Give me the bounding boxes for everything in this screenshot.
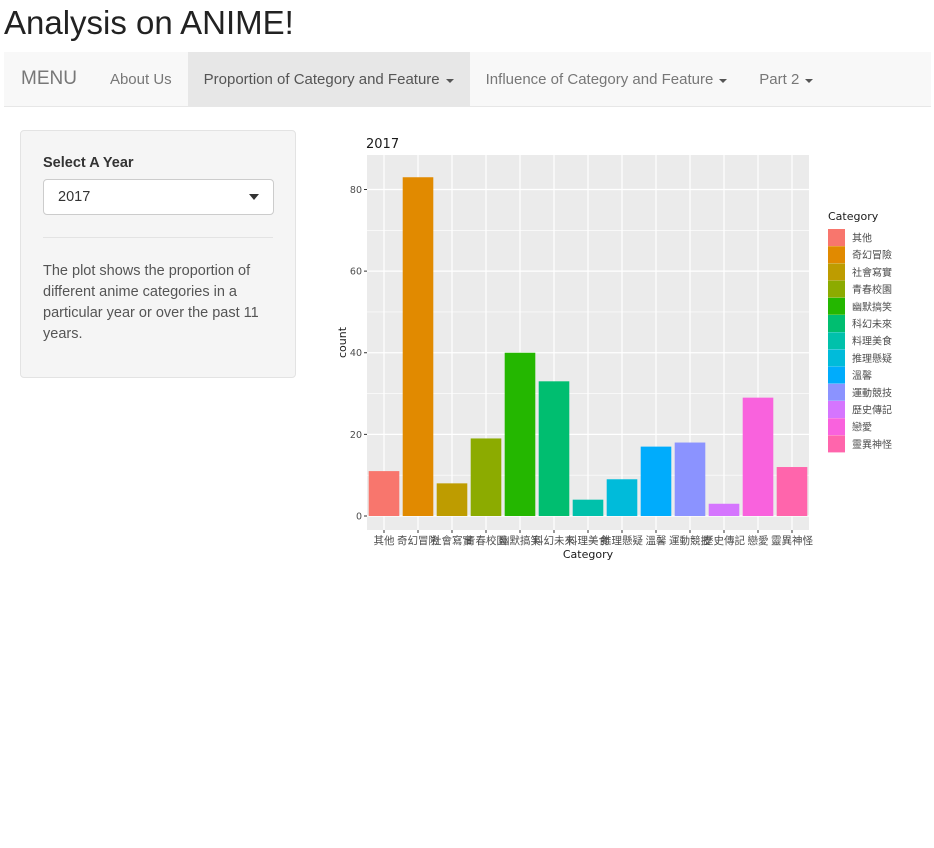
- nav-brand[interactable]: MENU: [21, 68, 77, 89]
- y-tick-label: 80: [350, 185, 362, 196]
- legend-swatch: [828, 349, 845, 367]
- bar: [504, 352, 536, 516]
- legend-swatch: [828, 315, 845, 332]
- app-title: Analysis on ANIME!: [4, 4, 294, 41]
- legend-swatch: [828, 297, 845, 315]
- x-tick-label: 社會寫實: [431, 534, 473, 547]
- legend-label: 青春校園: [852, 283, 892, 296]
- legend-label: 料理美食: [852, 335, 892, 348]
- nav-item-label: Proportion of Category and Feature: [203, 70, 440, 88]
- x-tick-label: 料理美食: [567, 534, 609, 547]
- legend-label: 溫馨: [852, 369, 872, 382]
- legend-label: 推理懸疑: [852, 352, 892, 365]
- legend-swatch: [828, 263, 845, 281]
- year-select-label: Select A Year: [43, 155, 134, 171]
- legend-swatch: [828, 435, 845, 453]
- divider: [43, 237, 273, 238]
- legend-swatch: [828, 383, 845, 401]
- legend-label: 社會寫實: [852, 266, 892, 279]
- legend-swatch: [828, 229, 845, 246]
- bar: [640, 446, 672, 516]
- bar: [708, 503, 740, 516]
- legend-swatch: [828, 280, 845, 298]
- navbar: MENU About Us Proportion of Category and…: [4, 52, 931, 107]
- bar: [742, 397, 774, 516]
- legend-swatch: [828, 366, 845, 384]
- legend-label: 戀愛: [852, 421, 872, 434]
- x-tick-label: 幽默搞笑: [499, 534, 541, 547]
- legend-label: 靈異神怪: [852, 438, 892, 451]
- legend-swatch: [828, 246, 845, 264]
- x-tick-label: 溫馨: [646, 534, 667, 547]
- x-tick-label: 戀愛: [748, 534, 769, 547]
- bar: [572, 499, 604, 516]
- bar: [606, 479, 638, 516]
- bar: [776, 467, 808, 516]
- y-tick-label: 60: [350, 267, 362, 278]
- nav-item-label: Influence of Category and Feature: [485, 70, 714, 88]
- sidebar-panel: Select A Year 2017 The plot shows the pr…: [20, 130, 296, 378]
- x-tick-label: 歷史傳記: [703, 534, 745, 547]
- bar: [538, 381, 570, 516]
- year-select[interactable]: 2017: [43, 179, 274, 215]
- caret-down-icon: [445, 78, 454, 83]
- legend-label: 奇幻冒險: [852, 249, 892, 262]
- y-tick-label: 0: [356, 512, 362, 523]
- legend-label: 科幻未來: [852, 318, 892, 331]
- chevron-down-icon: [249, 194, 259, 200]
- nav-item-label: About Us: [109, 70, 172, 88]
- year-select-value: 2017: [58, 189, 91, 205]
- x-tick-label: 其他: [374, 534, 395, 547]
- legend-label: 運動競技: [852, 386, 892, 399]
- nav-item-influence[interactable]: Influence of Category and Feature: [470, 52, 744, 106]
- caret-down-icon: [805, 78, 814, 83]
- nav-item-part-2[interactable]: Part 2: [743, 52, 829, 106]
- caret-down-icon: [719, 78, 728, 83]
- legend-swatch: [828, 332, 845, 350]
- x-tick-label: 推理懸疑: [601, 534, 643, 547]
- bar: [436, 483, 468, 516]
- x-tick-label: 靈異神怪: [771, 534, 813, 547]
- nav-item-label: Part 2: [759, 70, 800, 88]
- chart-title: 2017: [366, 137, 399, 152]
- y-tick-label: 20: [350, 430, 362, 441]
- x-tick-label: 青春校園: [465, 534, 507, 547]
- legend-swatch: [828, 418, 845, 436]
- legend-swatch: [828, 401, 845, 418]
- legend-title: Category: [828, 210, 879, 223]
- legend-label: 歷史傳記: [852, 404, 892, 417]
- y-tick-label: 40: [350, 348, 362, 359]
- x-tick-label: 運動競技: [669, 534, 711, 547]
- x-tick-label: 奇幻冒險: [397, 534, 439, 547]
- nav-item-proportion[interactable]: Proportion of Category and Feature: [187, 52, 470, 106]
- bar: [674, 442, 706, 516]
- bar: [470, 438, 502, 516]
- x-axis-label: Category: [563, 548, 614, 561]
- plot-description: The plot shows the proportion of differe…: [43, 263, 259, 342]
- x-tick-label: 科幻未來: [533, 534, 575, 547]
- nav-item-about-us[interactable]: About Us: [94, 52, 188, 106]
- bar: [368, 471, 400, 516]
- y-axis-label: count: [336, 326, 349, 358]
- legend-label: 幽默搞笑: [852, 300, 892, 313]
- bar: [402, 177, 434, 516]
- legend-label: 其他: [852, 232, 872, 245]
